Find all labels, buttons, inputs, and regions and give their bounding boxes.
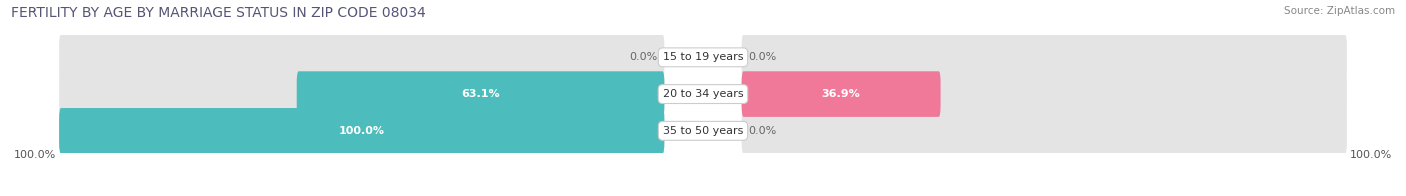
Text: 63.1%: 63.1% [461,89,501,99]
FancyBboxPatch shape [297,71,665,117]
FancyBboxPatch shape [741,108,1347,154]
Text: 100.0%: 100.0% [1350,150,1392,160]
Text: 100.0%: 100.0% [339,126,385,136]
Text: 20 to 34 years: 20 to 34 years [662,89,744,99]
Text: 0.0%: 0.0% [748,52,776,62]
Text: 0.0%: 0.0% [630,52,658,62]
Text: FERTILITY BY AGE BY MARRIAGE STATUS IN ZIP CODE 08034: FERTILITY BY AGE BY MARRIAGE STATUS IN Z… [11,6,426,20]
Text: 100.0%: 100.0% [14,150,56,160]
FancyBboxPatch shape [59,108,665,154]
FancyBboxPatch shape [741,71,1347,117]
FancyBboxPatch shape [59,108,665,154]
FancyBboxPatch shape [59,71,665,117]
Text: Source: ZipAtlas.com: Source: ZipAtlas.com [1284,6,1395,16]
Text: 35 to 50 years: 35 to 50 years [662,126,744,136]
Text: 36.9%: 36.9% [821,89,860,99]
FancyBboxPatch shape [59,34,665,80]
FancyBboxPatch shape [741,34,1347,80]
Text: 15 to 19 years: 15 to 19 years [662,52,744,62]
FancyBboxPatch shape [741,71,941,117]
Text: 0.0%: 0.0% [748,126,776,136]
